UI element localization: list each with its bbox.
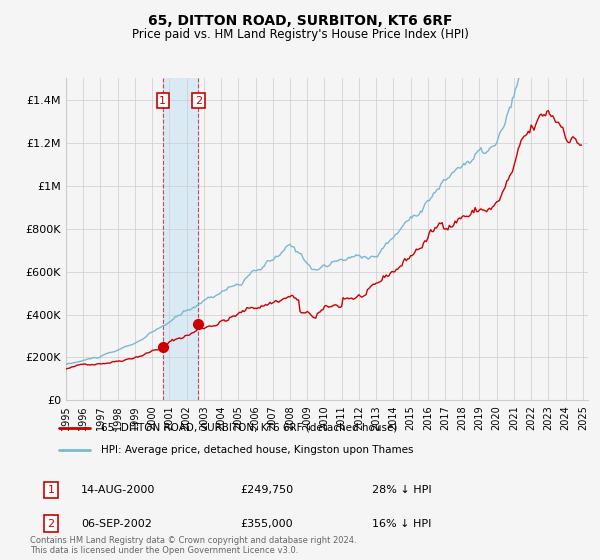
Text: 28% ↓ HPI: 28% ↓ HPI [372,485,431,495]
Text: 65, DITTON ROAD, SURBITON, KT6 6RF: 65, DITTON ROAD, SURBITON, KT6 6RF [148,14,452,28]
Bar [163,78,199,400]
Text: 1: 1 [47,485,55,495]
Text: £355,000: £355,000 [240,519,293,529]
Text: 16% ↓ HPI: 16% ↓ HPI [372,519,431,529]
Text: £249,750: £249,750 [240,485,293,495]
Text: 06-SEP-2002: 06-SEP-2002 [81,519,152,529]
Text: HPI: Average price, detached house, Kingston upon Thames: HPI: Average price, detached house, King… [101,445,413,455]
Text: Contains HM Land Registry data © Crown copyright and database right 2024.: Contains HM Land Registry data © Crown c… [30,536,356,545]
Text: 14-AUG-2000: 14-AUG-2000 [81,485,155,495]
Text: 65, DITTON ROAD, SURBITON, KT6 6RF (detached house): 65, DITTON ROAD, SURBITON, KT6 6RF (deta… [101,423,397,433]
Text: 2: 2 [195,96,202,106]
Text: 2: 2 [47,519,55,529]
Text: Price paid vs. HM Land Registry's House Price Index (HPI): Price paid vs. HM Land Registry's House … [131,28,469,41]
Text: This data is licensed under the Open Government Licence v3.0.: This data is licensed under the Open Gov… [30,547,298,556]
Text: 1: 1 [160,96,166,106]
